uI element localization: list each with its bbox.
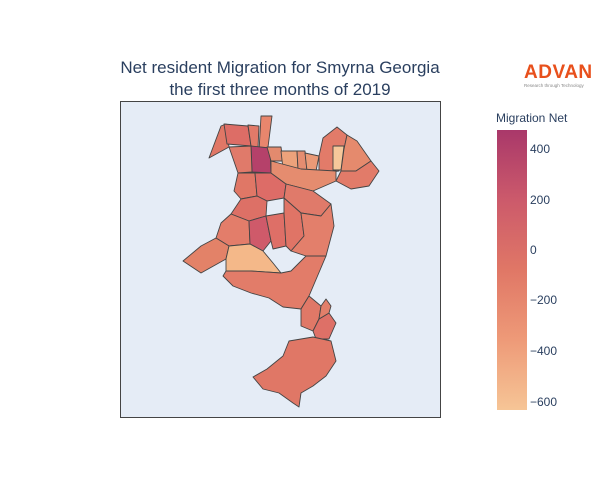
map-region[interactable] bbox=[223, 123, 252, 147]
colorbar-title: Migration Net bbox=[496, 111, 568, 125]
choropleth-map[interactable] bbox=[121, 102, 441, 418]
chart-title-line-1: Net resident Migration for Smyrna Georgi… bbox=[120, 58, 440, 77]
map-region[interactable] bbox=[248, 215, 272, 252]
colorbar-tick-label: 400 bbox=[530, 142, 551, 156]
chart-title: Net resident Migration for Smyrna Georgi… bbox=[60, 57, 500, 101]
map-region[interactable] bbox=[318, 298, 332, 320]
map-region[interactable] bbox=[335, 160, 380, 190]
colorbar-tick-label: −200 bbox=[530, 293, 558, 307]
colorbar-tick-label: −400 bbox=[530, 344, 558, 358]
map-region[interactable] bbox=[265, 212, 287, 250]
advan-logo: ADVAN Research through Technology bbox=[524, 63, 596, 89]
map-region[interactable] bbox=[182, 237, 230, 274]
colorbar bbox=[497, 130, 527, 410]
colorbar-tick-label: 200 bbox=[530, 193, 551, 207]
map-region[interactable] bbox=[304, 152, 320, 172]
colorbar-tick-label: 0 bbox=[530, 243, 537, 257]
map-region[interactable] bbox=[252, 336, 337, 408]
map-region[interactable] bbox=[270, 160, 337, 192]
map-plot-area[interactable] bbox=[120, 101, 441, 418]
colorbar-tick-label: −600 bbox=[530, 395, 558, 409]
logo-tagline: Research through Technology bbox=[524, 83, 584, 88]
chart-title-line-2: the first three months of 2019 bbox=[169, 80, 391, 99]
map-region[interactable] bbox=[228, 145, 253, 174]
logo-wordmark: ADVAN bbox=[524, 62, 593, 83]
map-region[interactable] bbox=[233, 172, 258, 200]
